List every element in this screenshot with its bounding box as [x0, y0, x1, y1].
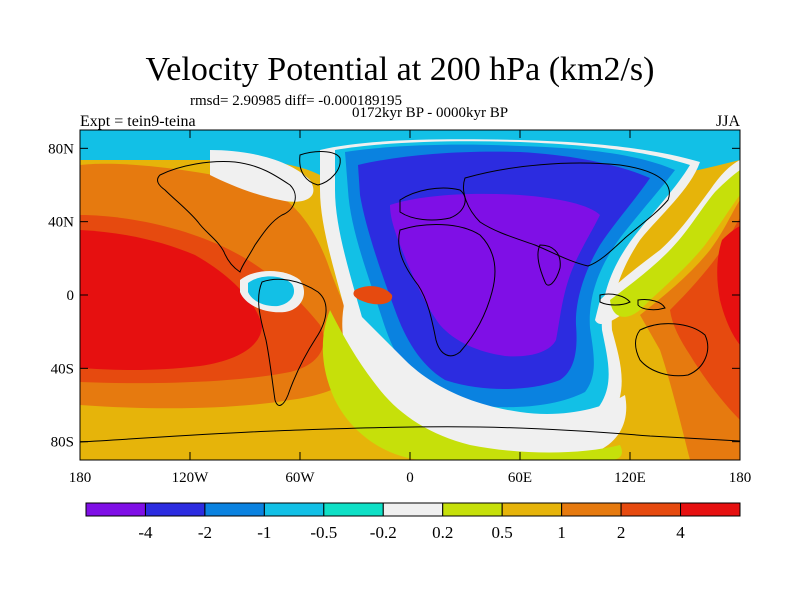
y-tick-label: 80S [51, 435, 74, 451]
coast-south-america [258, 278, 327, 406]
contour-dateline-red [717, 226, 740, 345]
period-subtitle: 0172kyr BP - 0000kyr BP [351, 105, 509, 121]
contour-indopacific-yellowgreen [610, 170, 740, 317]
colorbar: -4 -2 -1 -0.5 -0.2 0.2 0.5 1 2 4 [85, 502, 741, 542]
colorbar-swatch [561, 502, 622, 517]
coast-australia [635, 323, 709, 377]
colorbar-swatch [204, 502, 265, 517]
colorbar-label: 0.2 [432, 523, 453, 542]
x-tick-label: 60E [508, 470, 532, 486]
x-tick-label: 180 [69, 470, 92, 486]
contour-pacific-red [80, 230, 262, 370]
colorbar-swatch [620, 502, 682, 517]
colorbar-swatch [442, 502, 503, 517]
colorbar-label: 2 [617, 523, 626, 542]
coast-greenland [299, 151, 341, 186]
season-label: JJA [715, 113, 740, 130]
coast-europe [399, 187, 466, 221]
contour-atlantic-yellowgreen [322, 310, 622, 460]
y-tick-label: 40N [48, 215, 74, 231]
coast-africa [398, 224, 496, 357]
colorbar-label: 4 [676, 523, 685, 542]
stats-label: rmsd= 2.90985 diff= -0.000189195 [190, 93, 403, 109]
x-tick-label: 120E [614, 470, 646, 486]
colorbar-swatch [382, 502, 444, 517]
colorbar-swatch [144, 502, 206, 517]
y-axis: 80N 40N 0 40S 80S [48, 141, 740, 451]
colorbar-label: -2 [198, 523, 212, 542]
contour-atlantic-white [342, 300, 627, 457]
colorbar-label: -0.2 [370, 523, 397, 542]
x-tick-label: 180 [729, 470, 752, 486]
coast-indonesia [599, 293, 666, 311]
colorbar-swatch [501, 502, 563, 517]
contour-field [80, 130, 740, 460]
contour-amazon-cyan [248, 276, 295, 307]
colorbar-swatch [323, 502, 384, 517]
coast-north-america [157, 161, 296, 273]
page-title: Velocity Potential at 200 hPa (km2/s) [145, 51, 655, 88]
y-tick-label: 80N [48, 141, 74, 157]
colorbar-label: -0.5 [310, 523, 337, 542]
x-tick-label: 0 [406, 470, 414, 486]
y-tick-label: 40S [51, 361, 74, 377]
contour-arctic-white [210, 150, 314, 202]
colorbar-label: -4 [138, 523, 153, 542]
x-axis: 180 120W 60W 0 60E 120E 180 [69, 130, 752, 486]
coast-india [537, 244, 561, 286]
coast-asia [463, 162, 670, 267]
colorbar-swatch [85, 502, 146, 517]
coast-antarctica [80, 426, 740, 443]
contour-atlantic-eddy [353, 286, 393, 305]
x-tick-label: 60W [285, 470, 315, 486]
coastlines [80, 151, 740, 443]
colorbar-label: 1 [557, 523, 566, 542]
experiment-label: Expt = tein9-teina [80, 113, 196, 130]
y-tick-label: 0 [67, 288, 75, 304]
colorbar-label: -1 [257, 523, 271, 542]
colorbar-label: 0.5 [492, 523, 513, 542]
contour-indopacific-white [595, 160, 740, 325]
x-tick-label: 120W [172, 470, 210, 486]
colorbar-swatch [680, 502, 741, 517]
colorbar-swatch [263, 502, 325, 517]
